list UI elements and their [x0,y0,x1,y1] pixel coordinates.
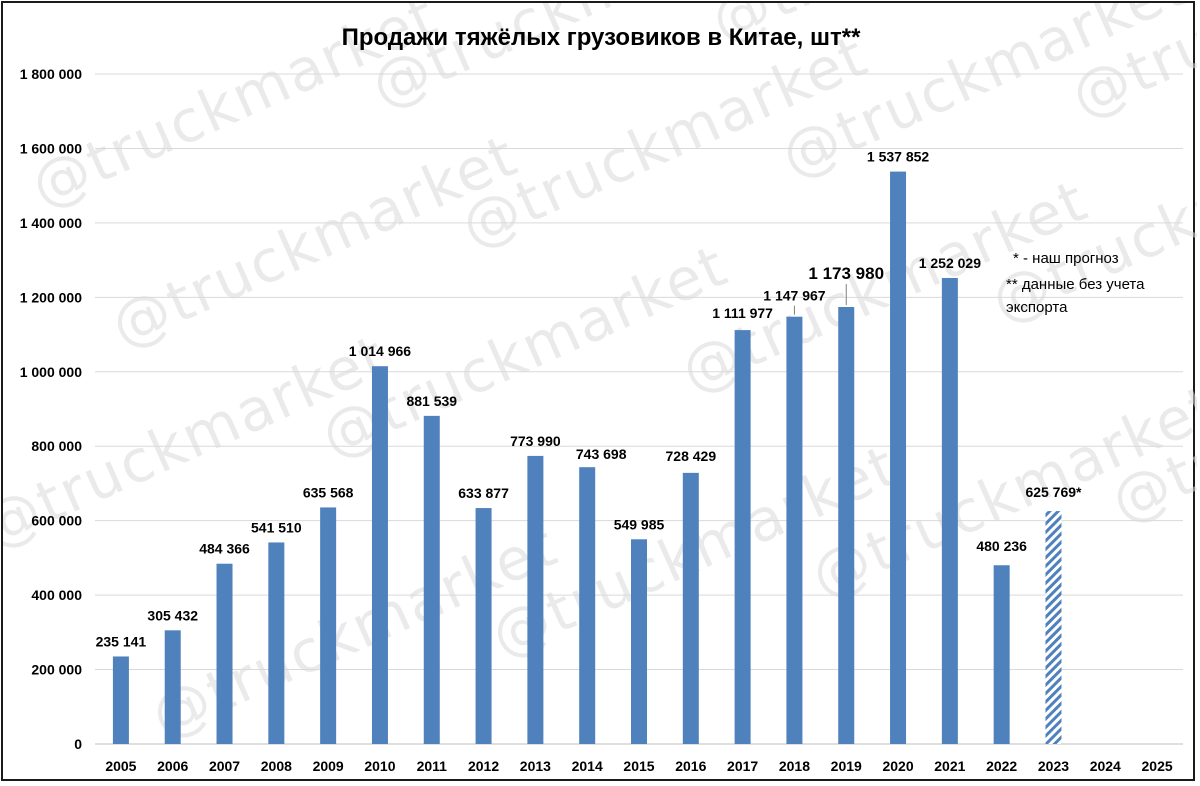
annotation-no-export: ** данные без учета [1006,276,1145,293]
x-tick-label: 2014 [572,758,603,774]
bar [475,508,492,744]
x-tick-label: 2010 [364,758,395,774]
data-label: 635 568 [303,484,354,500]
data-label: 743 698 [576,446,627,462]
annotation-forecast: * - наш прогноз [1013,250,1119,267]
x-tick-label: 2016 [675,758,706,774]
bars [112,171,1062,744]
y-tick-label: 0 [74,736,82,752]
x-tick-label: 2020 [882,758,913,774]
y-tick-label: 1 200 000 [20,289,82,305]
y-tick-label: 800 000 [31,438,82,454]
x-tick-label: 2013 [520,758,551,774]
y-tick-label: 1 600 000 [20,140,82,156]
x-tick-label: 2012 [468,758,499,774]
x-tick-label: 2025 [1142,758,1173,774]
data-label: 305 432 [147,607,198,623]
x-tick-label: 2011 [417,758,448,774]
x-tick-label: 2019 [831,758,862,774]
x-axis-ticks: 2005 2006 2007 2008 2009 2010 2011 2012 2013 2014… [105,758,1173,774]
bar [423,415,440,744]
data-label: 235 141 [96,633,147,649]
data-label: 1 147 967 [763,288,825,304]
data-label: 773 990 [510,433,561,449]
annotation-export: экспорта [1006,299,1068,316]
x-tick-label: 2021 [934,758,965,774]
x-tick-label: 2015 [623,758,654,774]
bar-chart: @truckmarket@truckmarket@truckmarket@tru… [3,3,1197,774]
data-label: 484 366 [199,541,250,557]
data-label: 1 537 852 [867,149,929,165]
data-label: 549 985 [614,516,665,532]
y-tick-label: 200 000 [31,662,82,678]
data-label: 541 510 [251,519,302,535]
bar [320,507,337,744]
bar [164,630,181,744]
bar [268,542,285,744]
bar [890,171,907,744]
y-tick-label: 1 400 000 [20,215,82,231]
x-tick-label: 2008 [261,758,292,774]
bar [941,277,958,744]
data-label: 1 014 966 [349,343,411,359]
bar [786,316,803,744]
bar [838,307,855,744]
y-tick-label: 1 000 000 [20,364,82,380]
x-tick-label: 2009 [313,758,344,774]
x-tick-label: 2005 [105,758,136,774]
data-label: 480 236 [976,538,1027,554]
x-tick-label: 2024 [1090,758,1121,774]
data-label: 1 252 029 [919,255,981,271]
bar [371,366,388,744]
x-tick-label: 2018 [779,758,810,774]
data-label: 633 877 [458,485,509,501]
bar [993,565,1010,744]
y-axis-ticks: 0 200 000 400 000 600 000 800 000 1 000 000 1 … [20,66,83,752]
x-tick-label: 2007 [209,758,240,774]
bar [734,330,751,744]
data-label: 881 539 [406,393,457,409]
bar [682,472,699,744]
x-tick-label: 2017 [727,758,758,774]
x-tick-label: 2022 [986,758,1017,774]
bar [527,455,544,744]
y-tick-label: 600 000 [31,513,82,529]
y-tick-label: 1 800 000 [20,66,82,82]
x-tick-label: 2023 [1038,758,1069,774]
bar [216,563,233,744]
data-label: 625 769* [1025,484,1082,500]
chart-title: Продажи тяжёлых грузовиков в Китае, шт** [342,24,862,51]
bar [112,656,129,744]
bar [579,467,596,744]
watermark-layer: @truckmarket@truckmarket@truckmarket@tru… [3,3,1197,751]
data-label: 1 173 980 [808,264,884,283]
data-label: 728 429 [666,448,717,464]
x-tick-label: 2006 [157,758,188,774]
data-label: 1 111 977 [712,305,773,321]
forecast-bar [1045,511,1062,744]
y-tick-label: 400 000 [31,587,82,603]
bar [631,539,647,744]
